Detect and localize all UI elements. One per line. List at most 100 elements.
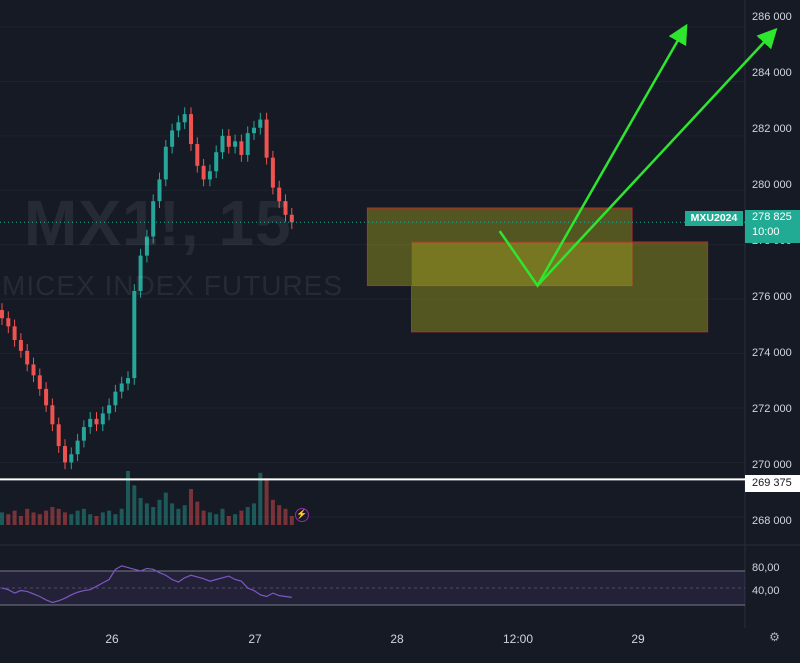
volume-bar [12,510,17,525]
candle-body [113,391,118,406]
candle-body [0,310,4,319]
volume-bar [132,485,137,525]
price-tick: 280 000 [752,179,792,191]
candle-body [138,255,143,291]
volume-bar [31,512,36,525]
candle-body [18,339,23,351]
candle-body [69,454,74,463]
volume-bar [233,514,238,525]
volume-bar [201,510,206,525]
volume-bar [94,516,99,525]
candle-body [170,130,175,147]
volume-bar [81,508,86,525]
candle-body [31,364,36,376]
watermark-name: MICEX INDEX FUTURES [2,270,344,301]
volume-bar [63,512,67,525]
last-price-tag: 278 825 10:00 [745,210,800,243]
settings-icon[interactable]: ⚙ [769,630,780,644]
volume-bar [75,510,80,525]
candle-body [176,122,181,131]
candle-body [144,236,149,256]
candle-body [252,127,256,134]
candle-body [75,440,80,455]
time-label: 28 [390,632,404,646]
volume-bar [138,498,143,525]
volume-bar [252,503,256,525]
flash-icon[interactable]: ⚡ [295,508,309,522]
candle-body [189,114,193,145]
volume-bar [88,514,93,525]
candle-body [182,114,187,123]
volume-bar [207,512,212,525]
candle-body [214,152,219,172]
volume-bar [277,505,282,525]
volume-bar [126,471,130,525]
volume-bar [119,508,124,525]
volume-bar [258,472,263,525]
volume-bar [176,508,181,525]
candle-body [12,326,17,340]
candle-body [132,290,137,379]
volume-bar [182,505,187,525]
candle-body [239,141,244,155]
volume-bar [220,508,225,525]
price-tick: 268 000 [752,515,792,527]
volume-bar [107,510,112,525]
volume-bar [195,501,200,525]
volume-bar [69,514,74,525]
price-tick: 272 000 [752,403,792,415]
time-label: 26 [105,632,119,646]
volume-bar [25,508,30,525]
candle-body [220,135,225,153]
candle-body [56,424,61,447]
candle-body [270,157,275,188]
volume-bar [289,516,294,525]
last-price-value: 278 825 [752,211,792,223]
volume-bar [239,510,244,525]
forecast-arrow [536,27,778,287]
rsi-line [1,565,292,604]
candle-body [195,144,200,166]
volume-bar [6,514,11,525]
volume-bar [245,507,250,525]
volume-bar [189,489,193,525]
candle-body [245,133,250,155]
bar-countdown: 10:00 [752,226,780,238]
volume-bar [170,503,175,525]
candle-body [50,405,55,425]
volume-bar [264,478,269,525]
candle-body [126,378,130,384]
rsi-tick: 80,00 [752,562,780,574]
candle-body [151,201,156,237]
volume-bar [56,508,61,525]
volume-bar [214,514,219,525]
volume-bar [157,499,162,525]
time-label: 27 [248,632,262,646]
watermark-symbol: MX1!, 15 [24,187,292,259]
candle-body [94,418,99,425]
candle-body [201,165,206,180]
price-axis[interactable]: 286 000 284 000 282 000 280 000 278 000 … [745,0,800,630]
volume-bar [144,503,149,525]
candle-body [63,446,67,463]
candle-body [163,146,168,180]
level-price-tag: 269 375 [745,475,800,492]
price-tick: 286 000 [752,11,792,23]
volume-bar [50,507,55,525]
candle-body [283,201,288,215]
volume-bar [283,508,288,525]
time-axis[interactable]: 26 27 28 12:00 29 [0,628,745,650]
candle-body [107,405,112,414]
volume-bar [18,516,23,525]
volume-bar [226,516,231,525]
candle-body [119,383,124,392]
supply-demand-zone [411,241,709,333]
price-tick: 282 000 [752,123,792,135]
volume-bar [0,512,4,525]
volume-bar [151,507,156,525]
time-label: 12:00 [502,632,534,646]
candle-body [44,388,49,406]
rsi-tick: 40,00 [752,585,780,597]
candle-body [157,179,162,202]
